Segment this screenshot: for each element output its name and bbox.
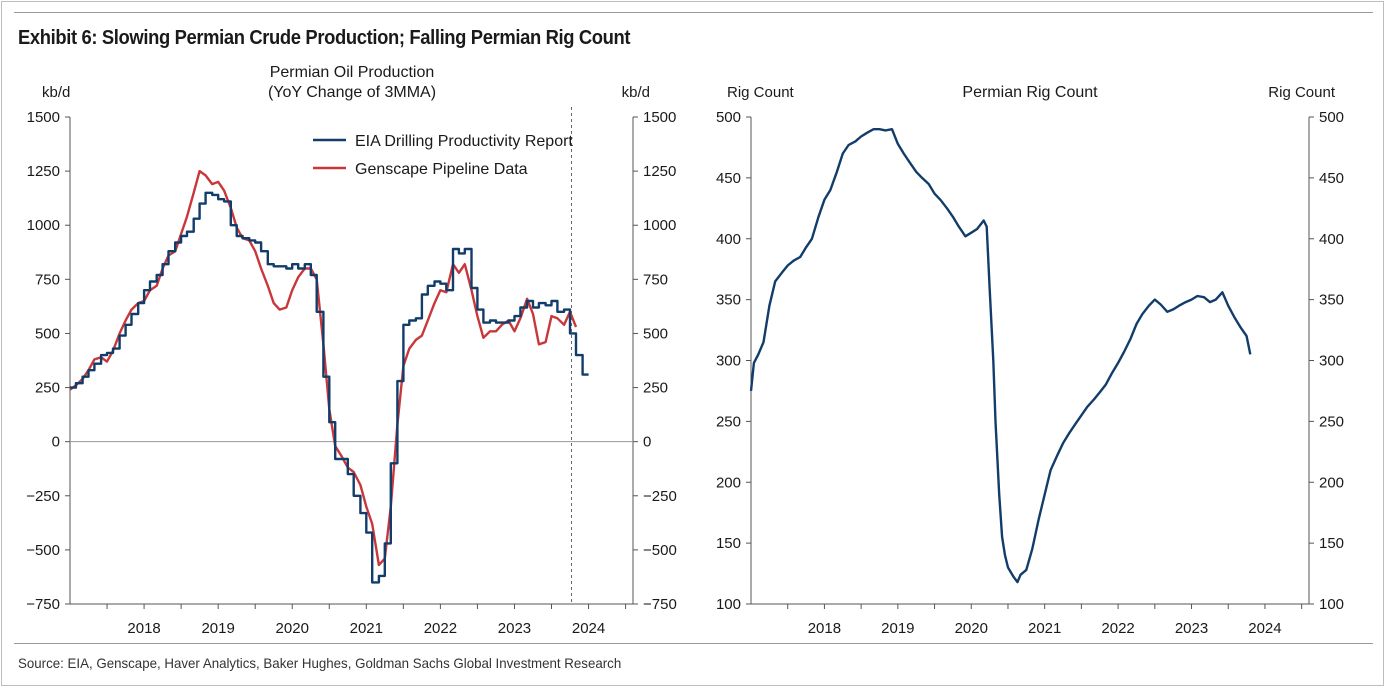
y-tick-label-right: 250 (643, 380, 668, 397)
legend-label: EIA Drilling Productivity Report (355, 133, 573, 150)
y-tick-label-right: 1000 (643, 217, 676, 234)
x-tick-label: 2021 (350, 620, 383, 637)
y-tick-label-left: 450 (716, 170, 741, 187)
x-tick-label: 2019 (201, 620, 234, 637)
y-tick-label-left: 0 (52, 434, 60, 451)
y-tick-label-left: 150 (716, 535, 741, 552)
rig-count-line (749, 127, 1252, 584)
y-tick-label-right: −500 (643, 542, 677, 559)
y-tick-label-right: 300 (1319, 353, 1344, 370)
x-tick-label: 2023 (1175, 620, 1208, 637)
chart-subtitle: (YoY Change of 3MMA) (268, 84, 436, 101)
x-tick-label: 2023 (498, 620, 531, 637)
x-tick-label: 2020 (276, 620, 309, 637)
y-tick-label-left: 750 (35, 271, 60, 288)
y-tick-label-right: −250 (643, 488, 677, 505)
chart-title: Permian Oil Production (270, 64, 435, 81)
y-tick-label-right: 450 (1319, 170, 1344, 187)
x-tick-label: 2021 (1028, 620, 1061, 637)
y-tick-label-right: 1250 (643, 163, 676, 180)
bottom-rule (14, 643, 1373, 644)
y-axis-label-right: kb/d (622, 84, 650, 101)
x-tick-label: 2022 (424, 620, 457, 637)
y-tick-label-left: −250 (26, 488, 60, 505)
y-tick-label-left: 100 (716, 596, 741, 613)
y-tick-label-right: 1500 (643, 109, 676, 126)
x-tick-label: 2024 (1248, 620, 1281, 637)
y-axis-label-right: Rig Count (1268, 84, 1336, 101)
y-tick-label-right: 250 (1319, 413, 1344, 430)
source-note: Source: EIA, Genscape, Haver Analytics, … (18, 655, 622, 671)
y-tick-label-left: 350 (716, 292, 741, 309)
y-tick-label-right: 0 (643, 434, 651, 451)
y-tick-label-right: 200 (1319, 474, 1344, 491)
y-tick-label-left: 400 (716, 231, 741, 248)
x-tick-label: 2020 (955, 620, 988, 637)
y-tick-label-right: 150 (1319, 535, 1344, 552)
x-tick-label: 2022 (1101, 620, 1134, 637)
legend-label: Genscape Pipeline Data (355, 161, 528, 178)
top-rule (14, 12, 1373, 13)
y-tick-label-left: 250 (716, 413, 741, 430)
y-tick-label-left: 500 (35, 325, 60, 342)
y-axis-label-left: kb/d (42, 84, 70, 101)
y-tick-label-left: 300 (716, 353, 741, 370)
x-tick-label: 2019 (881, 620, 914, 637)
chart-title: Permian Rig Count (962, 84, 1098, 101)
x-tick-label: 2018 (808, 620, 841, 637)
eia-drilling-productivity-report-line (70, 191, 589, 584)
y-tick-label-right: 100 (1319, 596, 1344, 613)
y-axis-label-left: Rig Count (727, 84, 795, 101)
y-tick-label-right: 400 (1319, 231, 1344, 248)
y-tick-label-right: 750 (643, 271, 668, 288)
y-tick-label-left: 1250 (27, 163, 60, 180)
x-tick-label: 2018 (127, 620, 160, 637)
y-tick-label-right: −750 (643, 596, 677, 613)
y-tick-label-right: 350 (1319, 292, 1344, 309)
y-tick-label-left: 250 (35, 380, 60, 397)
y-tick-label-left: 1000 (27, 217, 60, 234)
y-tick-label-left: −500 (26, 542, 60, 559)
exhibit-title: Exhibit 6: Slowing Permian Crude Product… (18, 27, 631, 49)
y-tick-label-left: 200 (716, 474, 741, 491)
y-tick-label-right: 500 (643, 325, 668, 342)
x-tick-label: 2024 (572, 620, 605, 637)
y-tick-label-right: 500 (1319, 109, 1344, 126)
y-tick-label-left: −750 (26, 596, 60, 613)
y-tick-label-left: 1500 (27, 109, 60, 126)
y-tick-label-left: 500 (716, 109, 741, 126)
